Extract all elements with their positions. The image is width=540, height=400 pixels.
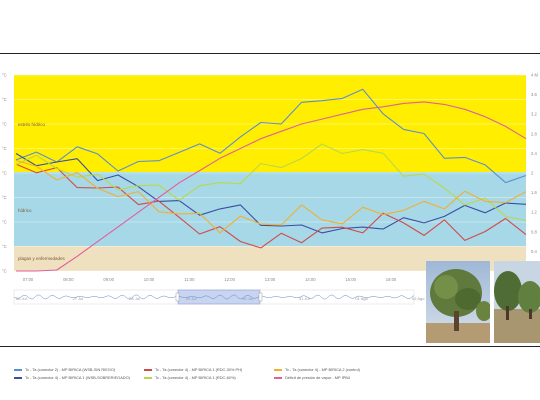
y-tick-left: °C [2,97,7,102]
y-tick-left: °C [2,195,7,200]
series-line [15,163,527,249]
legend-item[interactable]: Tc - Ta (conector 2) - MP BIRICA (WSB-SI… [14,367,115,372]
y-tick-right: 3.2 [531,112,537,117]
legend-label: Déficit de presión de vapor - MP IPB4 [285,375,351,380]
navigator-date: 28 Jul [129,296,140,301]
navigator[interactable]: 26 Jul 27 Jul 28 Jul 29 Jul 30 Jul 31 Jul 01 A… [13,289,425,305]
navigator-series [13,294,415,300]
navigator-date: 31 Jul [299,296,310,301]
legend-label: Tc - Ta (conector 4) - MP BIRICA 1 (WSB-… [25,375,130,380]
series-line [15,88,527,184]
legend-swatch [14,377,22,379]
y-tick-right: 2.4 [531,151,537,156]
x-tick: 11:00 [184,277,195,282]
legend-label: Tc - Ta (conector 4) - MP BIRICA 2 (cont… [285,367,360,372]
y-tick-right: 1.2 [531,210,537,215]
y-tick-right: 1.6 [531,190,537,195]
y-tick-right: 0.8 [531,229,537,234]
navigator-dates: 26 Jul 27 Jul 28 Jul 29 Jul 30 Jul 31 Jul 01 A… [16,296,425,301]
x-tick: 07:00 [23,277,34,282]
x-tick: 12:00 [224,277,235,282]
x-tick: 15:00 [345,277,356,282]
navigator-date: 02 Ago [412,296,425,301]
navigator-date: 26 Jul [16,296,27,301]
zone-label-water: hídrico [18,208,32,213]
legend-item[interactable]: Tc - Ta (conector 4) - MP BIRICA 1 (RDC-… [144,375,236,380]
series-line [15,159,527,234]
legend-swatch [144,369,152,371]
series-line [16,101,527,272]
x-tick: 08:00 [63,277,74,282]
navigator-date: 30 Jul [242,296,253,301]
legend-item[interactable]: Tc - Ta (conector 4) - MP BIRICA 1 (WSB-… [14,375,130,380]
y-tick-right: 2 [531,171,534,176]
series-line [15,143,527,222]
navigator-date: 01 Ago [355,296,368,301]
navigator-date: 29 Jul [186,296,197,301]
x-tick: 13:00 [265,277,276,282]
water-zone [14,172,526,246]
legend-swatch [274,369,282,371]
x-tick: 14:00 [305,277,316,282]
legend-label: Tc - Ta (conector 4) - MP BIRICA 1 (RDC-… [155,375,236,380]
x-tick: 09:00 [103,277,114,282]
y-tick-left: °C [2,73,7,78]
legend-label: Tc - Ta (conector 2) - MP BIRICA (WSB-SI… [25,367,116,372]
x-tick: 16:00 [386,277,397,282]
legend-item[interactable]: Tc - Ta (conector 4) - MP BIRICA 2 (cont… [274,367,360,372]
tree-photo[interactable] [426,261,490,343]
y-tick-left: °C [2,146,7,151]
y-axis-right: 4 M3.63.22.82.421.61.20.80.40 [531,73,538,274]
zone-label-pest: plagas y enfermedades [18,256,66,261]
y-tick-right: 2.8 [531,131,537,136]
series-lines [15,88,527,272]
navigator-right-handle[interactable] [258,292,263,302]
legend-swatch [274,377,282,379]
zone-label-stress: estrés hídrico [18,122,46,127]
x-tick: 10:00 [144,277,155,282]
orchard-photo[interactable] [494,261,540,343]
photo-panel [426,261,540,343]
y-axis-left: °C °C °C °C °C °C °C °C °C [2,73,7,274]
y-tick-left: °C [2,269,7,274]
series-line [15,153,527,234]
legend-swatch [14,369,22,371]
y-tick-right: 4 M [531,73,538,78]
legend-item[interactable]: Tc - Ta (conector 4) - MP BIRICA 1 (RDC-… [144,367,242,372]
legend-label: Tc - Ta (conector 4) - MP BIRICA 1 (RDC-… [155,367,243,372]
y-tick-left: °C [2,244,7,249]
y-tick-left: °C [2,171,7,176]
chart-legend: Tc - Ta (conector 2) - MP BIRICA (WSB-SI… [14,367,414,385]
legend-item[interactable]: Déficit de presión de vapor - MP IPB4 [274,375,350,380]
legend-swatch [144,377,152,379]
y-tick-right: 0.4 [531,249,537,254]
navigator-date: 27 Jul [73,296,84,301]
y-tick-right: 3.6 [531,92,537,97]
y-tick-left: °C [2,122,7,127]
navigator-left-handle[interactable] [175,292,180,302]
y-tick-left: °C [2,220,7,225]
